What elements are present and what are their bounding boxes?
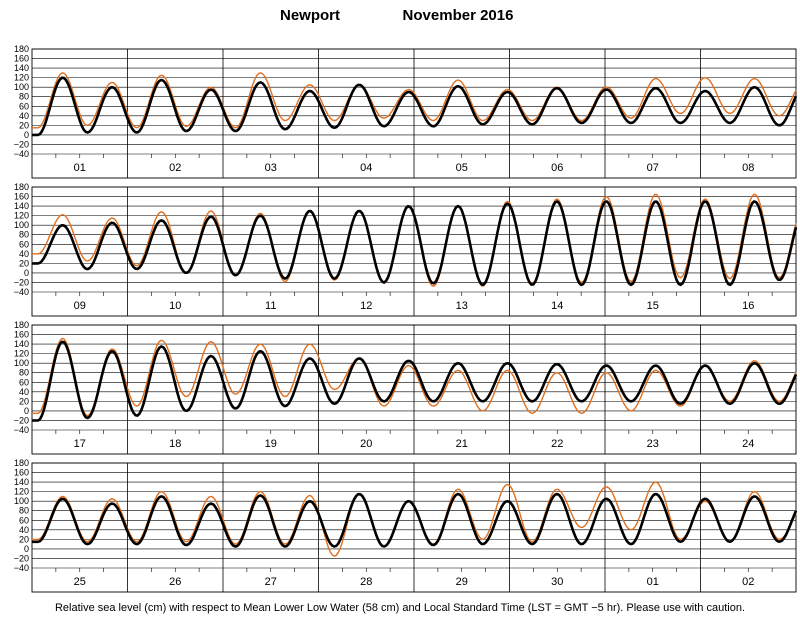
- day-label: 10: [169, 300, 181, 312]
- y-tick-label: 100: [14, 496, 29, 506]
- day-label: 05: [456, 162, 468, 174]
- day-label: 09: [74, 300, 86, 312]
- y-tick-label: 20: [19, 396, 29, 406]
- y-tick-label: 80: [19, 506, 29, 516]
- day-label: 11: [265, 300, 276, 312]
- predicted-line: [32, 340, 798, 422]
- y-tick-label: 120: [14, 349, 29, 359]
- y-tick-label: 140: [14, 339, 29, 349]
- y-tick-label: 180: [14, 458, 29, 468]
- day-label: 01: [74, 162, 86, 174]
- y-tick-label: −40: [14, 425, 29, 435]
- day-label: 20: [360, 438, 372, 450]
- y-tick-label: 140: [14, 477, 29, 487]
- day-label: 18: [169, 438, 181, 450]
- y-tick-label: 80: [19, 92, 29, 102]
- day-label: 17: [74, 438, 86, 450]
- y-tick-label: 180: [14, 44, 29, 54]
- day-label: 02: [742, 576, 754, 588]
- observed-line: [32, 72, 797, 129]
- day-label: 26: [169, 576, 181, 588]
- predicted-line: [32, 492, 798, 548]
- y-tick-label: 80: [19, 230, 29, 240]
- y-tick-label: 120: [14, 211, 29, 221]
- y-tick-label: −40: [14, 149, 29, 159]
- y-tick-label: 160: [14, 330, 29, 340]
- y-tick-label: 60: [19, 239, 29, 249]
- y-tick-label: 100: [14, 220, 29, 230]
- day-label: 27: [265, 576, 277, 588]
- day-label: 25: [74, 576, 86, 588]
- day-label: 06: [551, 162, 563, 174]
- y-tick-label: 180: [14, 182, 29, 192]
- day-label: 14: [551, 300, 563, 312]
- day-label: 21: [456, 438, 468, 450]
- day-label: 22: [551, 438, 563, 450]
- day-label: 08: [742, 162, 754, 174]
- y-tick-label: 20: [19, 120, 29, 130]
- y-tick-label: 60: [19, 515, 29, 525]
- day-label: 29: [456, 576, 468, 588]
- y-tick-label: 60: [19, 377, 29, 387]
- day-label: 12: [360, 300, 372, 312]
- day-label: 16: [742, 300, 754, 312]
- chart-title-month: November 2016: [403, 7, 514, 24]
- y-tick-label: 160: [14, 54, 29, 64]
- y-tick-label: 60: [19, 101, 29, 111]
- chart-title-location: Newport: [280, 7, 340, 24]
- y-tick-label: 140: [14, 63, 29, 73]
- footer-caption: Relative sea level (cm) with respect to …: [55, 602, 745, 614]
- y-tick-label: −20: [14, 277, 29, 287]
- y-tick-label: 0: [24, 544, 29, 554]
- y-tick-label: −40: [14, 287, 29, 297]
- y-tick-label: −20: [14, 139, 29, 149]
- day-label: 03: [265, 162, 277, 174]
- y-tick-label: 80: [19, 368, 29, 378]
- day-label: 04: [360, 162, 372, 174]
- observed-line: [32, 337, 797, 417]
- y-tick-label: −20: [14, 553, 29, 563]
- predicted-line: [32, 200, 798, 287]
- day-label: 24: [742, 438, 754, 450]
- predicted-line: [32, 76, 798, 137]
- y-tick-label: 20: [19, 258, 29, 268]
- day-label: 23: [647, 438, 659, 450]
- y-tick-label: 160: [14, 468, 29, 478]
- y-tick-label: −40: [14, 563, 29, 573]
- y-tick-label: 40: [19, 525, 29, 535]
- y-tick-label: 100: [14, 358, 29, 368]
- y-tick-label: 0: [24, 268, 29, 278]
- day-label: 07: [647, 162, 659, 174]
- day-label: 13: [456, 300, 468, 312]
- day-label: 19: [265, 438, 277, 450]
- y-tick-label: 140: [14, 201, 29, 211]
- y-tick-label: 180: [14, 320, 29, 330]
- y-tick-label: 100: [14, 82, 29, 92]
- y-tick-label: 120: [14, 487, 29, 497]
- y-tick-label: 0: [24, 406, 29, 416]
- y-tick-label: 0: [24, 130, 29, 140]
- day-label: 02: [169, 162, 181, 174]
- y-tick-label: 120: [14, 73, 29, 83]
- day-label: 15: [647, 300, 659, 312]
- y-tick-label: 40: [19, 111, 29, 121]
- day-label: 30: [551, 576, 563, 588]
- y-tick-label: 20: [19, 534, 29, 544]
- y-tick-label: 40: [19, 249, 29, 259]
- y-tick-label: −20: [14, 415, 29, 425]
- day-label: 01: [647, 576, 659, 588]
- y-tick-label: 160: [14, 192, 29, 202]
- day-label: 28: [360, 576, 372, 588]
- y-tick-label: 40: [19, 387, 29, 397]
